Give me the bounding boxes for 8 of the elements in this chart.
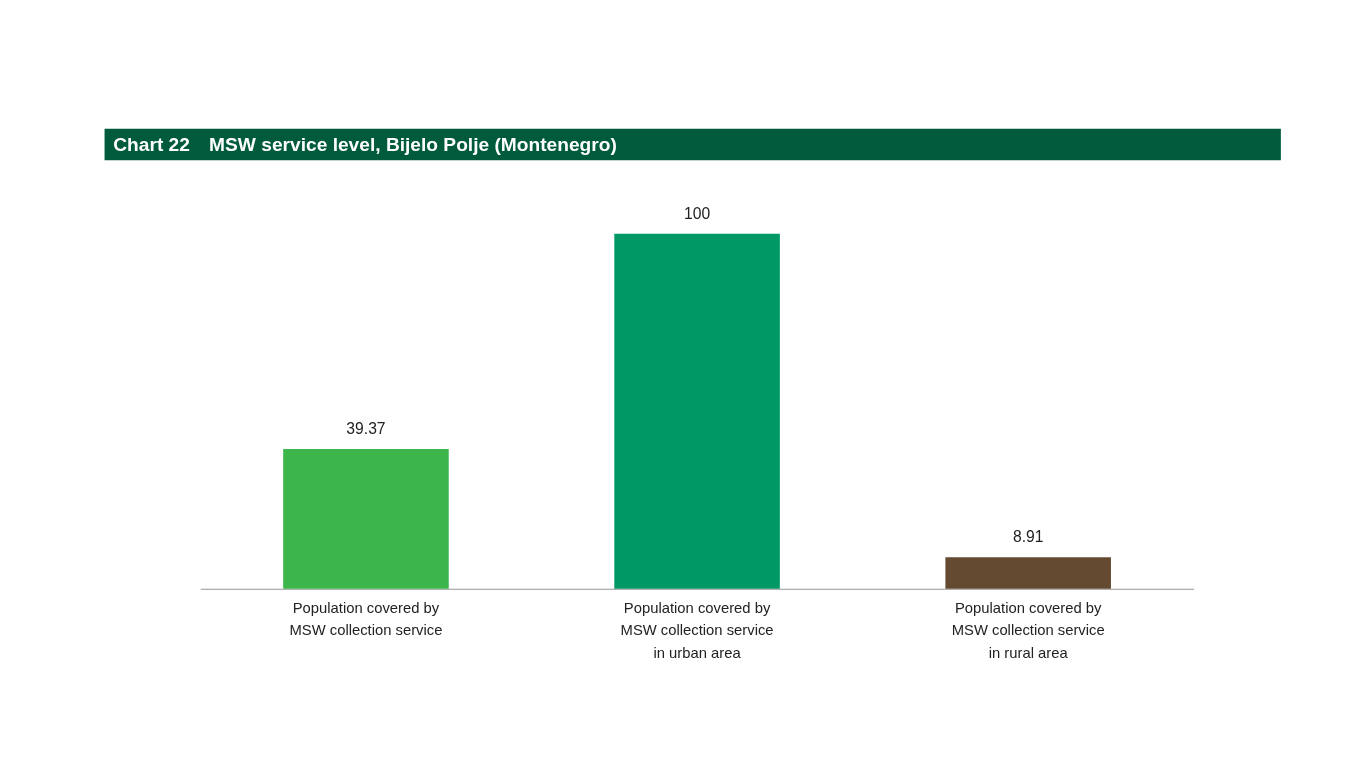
x-tick-label: Population covered by MSW collection service in rural area: [951, 599, 1105, 662]
caption: Chart 22: [113, 133, 190, 155]
data-label: 8.91: [1012, 528, 1044, 546]
x-tick-label: Population covered by MSW collection service: [289, 599, 443, 639]
data-label: 39.37: [346, 420, 386, 438]
chart-title: MSW service level, Bijelo Polje (Montenegro): [209, 133, 617, 155]
data-label: 100: [683, 205, 711, 223]
x-tick-label: Population covered by MSW collection service in urban area: [620, 599, 774, 662]
